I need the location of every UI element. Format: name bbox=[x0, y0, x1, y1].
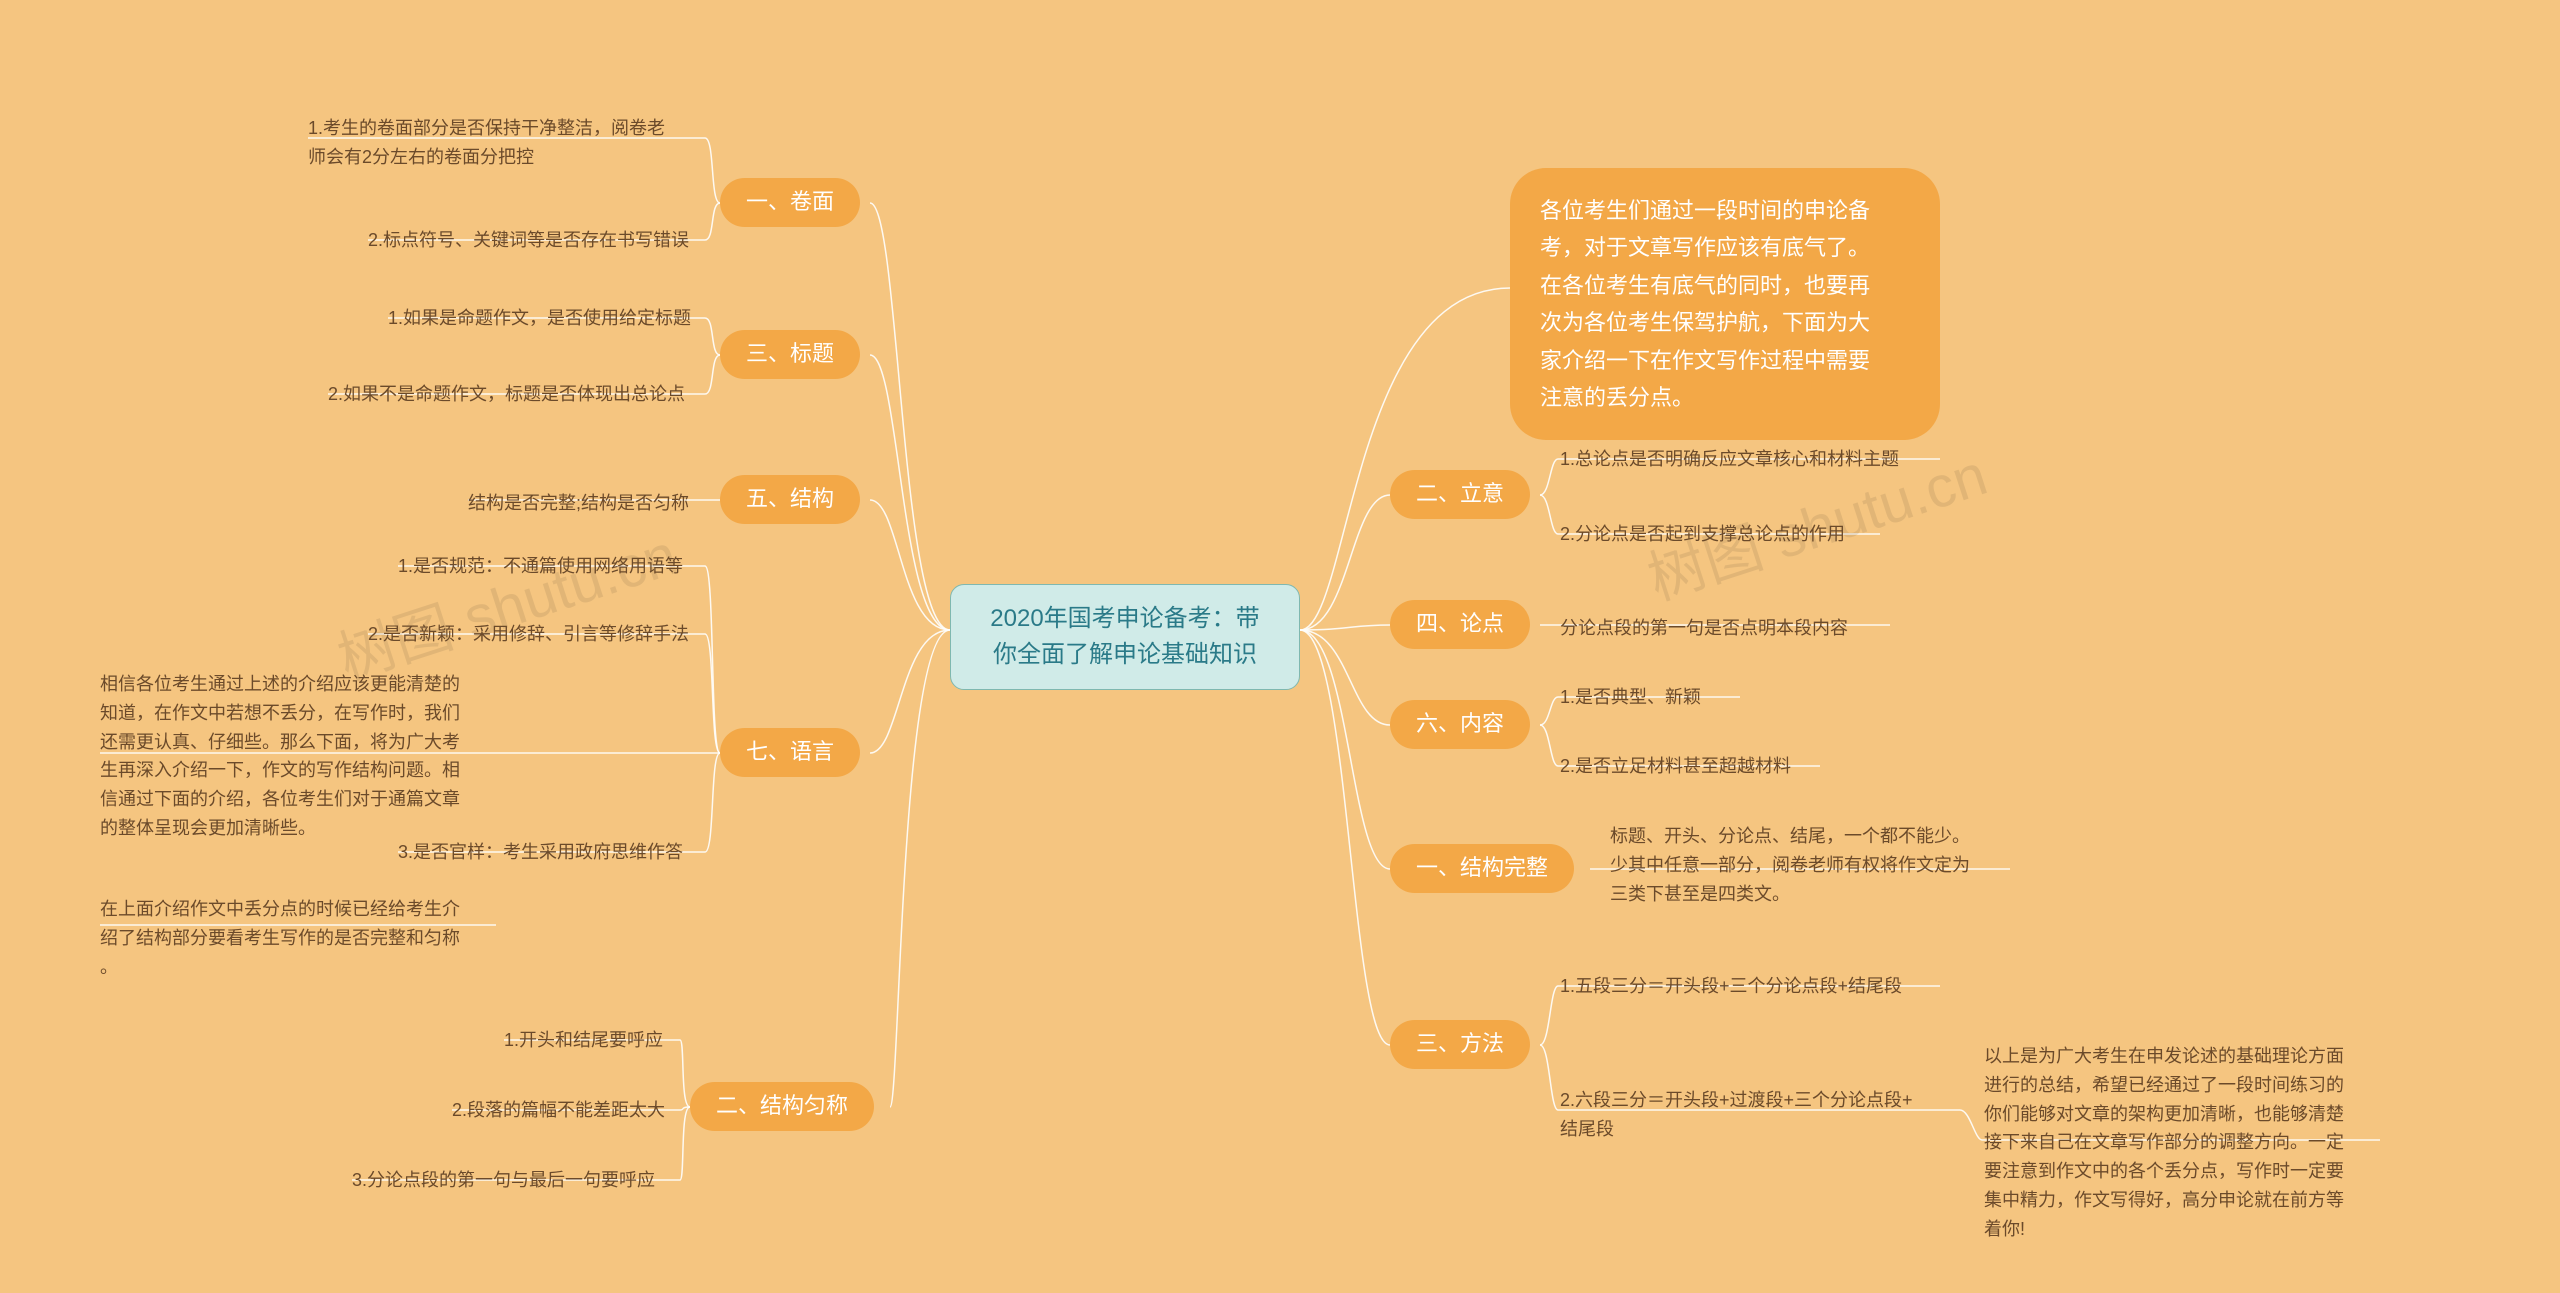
branch-juanmian[interactable]: 一、卷面 bbox=[720, 178, 860, 227]
leaf: 1.是否典型、新颖 bbox=[1560, 683, 1740, 712]
branch-yuyan[interactable]: 七、语言 bbox=[720, 728, 860, 777]
leaf: 2.分论点是否起到支撑总论点的作用 bbox=[1560, 520, 1880, 549]
leaf-paragraph: 在上面介绍作文中丢分点的时候已经给考生介绍了结构部分要看考生写作的是否完整和匀称… bbox=[100, 895, 500, 981]
branch-jiegou[interactable]: 五、结构 bbox=[720, 475, 860, 524]
leaf: 1.如果是命题作文，是否使用给定标题 bbox=[388, 304, 708, 333]
leaf: 2.段落的篇幅不能差距太大 bbox=[452, 1096, 682, 1125]
watermark-1: 树图 shutu.cn bbox=[326, 508, 686, 696]
branch-lundian[interactable]: 四、论点 bbox=[1390, 600, 1530, 649]
leaf-paragraph: 标题、开头、分论点、结尾，一个都不能少。少其中任意一部分，阅卷老师有权将作文定为… bbox=[1610, 822, 2010, 908]
leaf: 1.考生的卷面部分是否保持干净整洁，阅卷老师会有2分左右的卷面分把控 bbox=[308, 114, 708, 172]
leaf: 1.总论点是否明确反应文章核心和材料主题 bbox=[1560, 445, 1940, 474]
branch-jiegou-yuncheng[interactable]: 二、结构匀称 bbox=[690, 1082, 874, 1131]
leaf: 1.是否规范：不通篇使用网络用语等 bbox=[398, 552, 708, 581]
branch-biaoti[interactable]: 三、标题 bbox=[720, 330, 860, 379]
intro-info: 各位考生们通过一段时间的申论备考，对于文章写作应该有底气了。在各位考生有底气的同… bbox=[1510, 168, 1940, 440]
leaf: 3.是否官样：考生采用政府思维作答 bbox=[398, 838, 708, 867]
leaf: 2.标点符号、关键词等是否存在书写错误 bbox=[368, 226, 708, 255]
intro-info-text: 各位考生们通过一段时间的申论备考，对于文章写作应该有底气了。在各位考生有底气的同… bbox=[1540, 198, 1870, 410]
leaf: 分论点段的第一句是否点明本段内容 bbox=[1560, 614, 1890, 643]
center-topic-text: 2020年国考申论备考：带你全面了解申论基础知识 bbox=[990, 605, 1259, 668]
branch-fangfa[interactable]: 三、方法 bbox=[1390, 1020, 1530, 1069]
center-topic[interactable]: 2020年国考申论备考：带你全面了解申论基础知识 bbox=[950, 584, 1300, 690]
leaf: 1.开头和结尾要呼应 bbox=[504, 1026, 684, 1055]
leaf-paragraph: 以上是为广大考生在申发论述的基础理论方面进行的总结，希望已经通过了一段时间练习的… bbox=[1984, 1042, 2384, 1244]
leaf: 1.五段三分＝开头段+三个分论点段+结尾段 bbox=[1560, 972, 1940, 1001]
leaf: 2.如果不是命题作文，标题是否体现出总论点 bbox=[328, 380, 708, 409]
leaf: 2.是否立足材料甚至超越材料 bbox=[1560, 752, 1820, 781]
leaf: 2.六段三分＝开头段+过渡段+三个分论点段+结尾段 bbox=[1560, 1086, 1960, 1144]
leaf-paragraph: 相信各位考生通过上述的介绍应该更能清楚的知道，在作文中若想不丢分，在写作时，我们… bbox=[100, 670, 500, 843]
leaf: 3.分论点段的第一句与最后一句要呼应 bbox=[352, 1166, 682, 1195]
branch-jiegou-wanzheng[interactable]: 一、结构完整 bbox=[1390, 844, 1574, 893]
leaf: 2.是否新颖：采用修辞、引言等修辞手法 bbox=[368, 620, 708, 649]
branch-neirong[interactable]: 六、内容 bbox=[1390, 700, 1530, 749]
leaf: 结构是否完整;结构是否匀称 bbox=[468, 489, 708, 518]
branch-liyi[interactable]: 二、立意 bbox=[1390, 470, 1530, 519]
